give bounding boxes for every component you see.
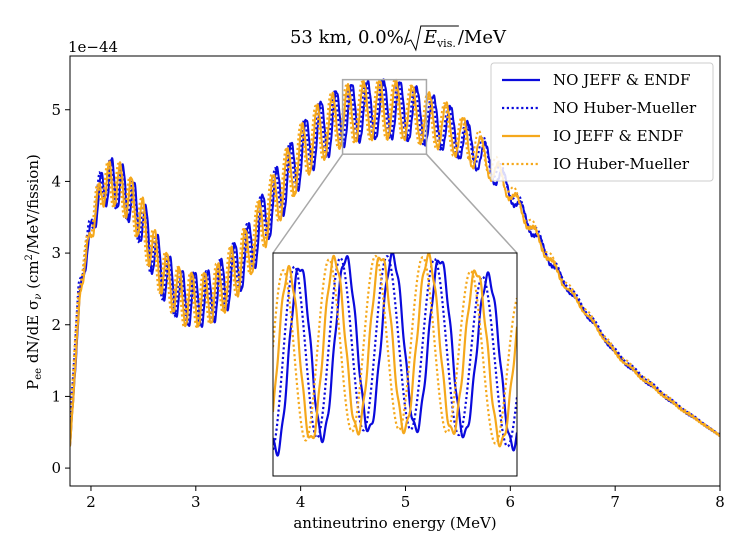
y-tick-label-3: 3 [51,244,61,262]
inset-series-line-no-huber-mueller [273,255,517,450]
x-axis: 2 3 4 5 6 7 8 [86,486,725,511]
ylabel-mid: dN/dE σ [24,300,42,368]
chart-title: 53 km, 0.0%/ Evis./MeV [290,25,507,52]
legend-label-io-jeff-endf: IO JEFF & ENDF [553,127,683,145]
x-tick-label-3: 3 [191,493,201,511]
ylabel-unit-open: (cm [24,260,42,293]
y-tick-label-5: 5 [51,101,61,119]
x-tick-label-8: 8 [715,493,725,511]
legend-label-no-huber-mueller: NO Huber-Mueller [553,99,697,117]
title-suffix: /MeV [458,27,507,48]
y-axis-multiplier: 1e−44 [68,38,118,56]
y-axis: 0 1 2 3 4 5 [51,101,70,477]
x-tick-label-5: 5 [401,493,411,511]
zoom-connector-left [272,153,344,254]
x-tick-label-6: 6 [506,493,516,511]
zoom-connector-right [425,153,518,254]
main-plot-frame [69,55,721,487]
ylabel-unit-close: /MeV/fission) [24,154,42,254]
title-sqrt-sub: vis. [436,37,456,50]
y-tick-label-1: 1 [51,387,61,405]
main-plot-series [70,78,720,447]
legend-box [490,62,714,182]
inset-series-line-io-jeff-endf [273,253,517,448]
legend: NO JEFF & ENDF NO Huber-Mueller IO JEFF & … [490,62,714,182]
title-sqrt-e: E [423,27,437,48]
x-tick-label-7: 7 [610,493,620,511]
x-axis-label: antineutrino energy (MeV) [293,514,496,532]
x-tick-label-4: 4 [296,493,306,511]
legend-label-io-huber-mueller: IO Huber-Mueller [553,155,690,173]
chart-title-text: 53 km, 0.0%/ Evis./MeV [290,27,507,50]
y-tick-label-0: 0 [51,459,61,477]
x-tick-label-2: 2 [86,493,96,511]
title-prefix: 53 km, 0.0%/ [290,27,411,48]
title-sqrt-symbol [406,25,459,52]
zoom-region-indicator [341,78,428,155]
inset-plot-series [273,253,517,457]
y-axis-label: Pee dN/dE σν (cm2/MeV/fission) [24,154,44,390]
inset-frame [272,252,518,477]
ylabel-p-sub: ee [33,368,44,380]
legend-label-no-jeff-endf: NO JEFF & ENDF [553,71,690,89]
y-tick-label-2: 2 [51,316,61,334]
ylabel-sigma-sub: ν [33,294,44,300]
ylabel-unit-sup: 2 [24,254,35,260]
series-line-no-huber-mueller [70,79,720,435]
zoom-connector-lines [272,153,518,254]
y-tick-label-4: 4 [51,172,61,190]
inset-series-line-io-huber-mueller [273,254,517,445]
ylabel-p: P [24,380,42,390]
